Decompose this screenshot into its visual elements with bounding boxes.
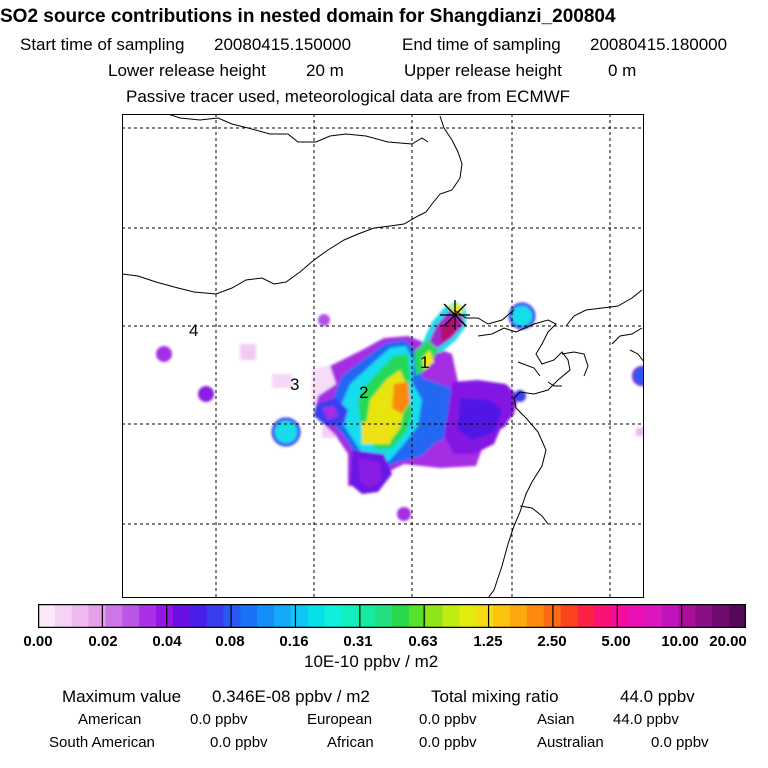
colorbar-tick-label: 20.00	[709, 633, 747, 650]
total-mixing-value: 44.0 ppbv	[620, 687, 695, 706]
region-value-australian: 0.0 ppbv	[651, 734, 709, 751]
colorbar-cell	[392, 604, 410, 628]
colorbar-cell	[712, 604, 730, 628]
region-name-australian: Australian	[537, 734, 604, 751]
concentration-field	[156, 302, 644, 521]
colorbar-cell	[189, 604, 207, 628]
upper-release-label: Upper release height	[404, 61, 562, 80]
region-label-2: 2	[359, 383, 368, 402]
receptor-marker	[440, 300, 470, 330]
colorbar-cell	[425, 604, 443, 628]
lower-release-value: 20 m	[306, 61, 344, 80]
colorbar-cell	[122, 604, 140, 628]
colorbar-cell	[442, 604, 460, 628]
tracer-note: Passive tracer used, meteorological data…	[126, 87, 571, 106]
colorbar-cell	[476, 604, 494, 628]
colorbar-cell	[88, 604, 106, 628]
region-value-american: 0.0 ppbv	[190, 711, 248, 728]
max-value-label: Maximum value	[62, 687, 182, 706]
coastlines	[122, 114, 644, 598]
colorbar-tick-label: 10.00	[661, 633, 699, 650]
colorbar-cell	[206, 604, 224, 628]
colorbar-cell	[628, 604, 646, 628]
region-value-asian: 44.0 ppbv	[613, 711, 679, 728]
max-value: 0.346E-08 ppbv / m2	[212, 687, 370, 706]
colorbar-tick-label: 0.31	[343, 633, 373, 650]
colorbar-tick-label: 0.08	[215, 633, 245, 650]
graticule	[122, 114, 644, 598]
lower-release-label: Lower release height	[108, 61, 266, 80]
colorbar-cell	[560, 604, 578, 628]
colorbar-cell	[156, 604, 174, 628]
colorbar-tick-label: 2.50	[537, 633, 567, 650]
region-label-3: 3	[290, 375, 299, 394]
colorbar-cell	[290, 604, 309, 628]
region-value-african: 0.0 ppbv	[419, 734, 477, 751]
region-name-european: European	[307, 711, 373, 728]
region-label-1: 1	[420, 353, 429, 372]
colorbar-tick-label: 0.16	[279, 633, 309, 650]
colorbar-cell	[408, 604, 427, 628]
start-time-label: Start time of sampling	[20, 35, 185, 54]
colorbar-cell	[594, 604, 612, 628]
start-time-value: 20080415.150000	[214, 35, 352, 54]
colorbar-tick-label: 0.02	[88, 633, 118, 650]
colorbar-cell	[307, 604, 325, 628]
colorbar-cell	[644, 604, 663, 628]
colorbar-tick-label: 0.63	[408, 633, 438, 650]
colorbar-cell	[105, 604, 123, 628]
colorbar-cell	[54, 604, 73, 628]
colorbar-cell	[661, 604, 679, 628]
region-name-asian: Asian	[537, 711, 575, 728]
colorbar-unit: 10E-10 ppbv / m2	[304, 652, 439, 671]
colorbar-cell	[71, 604, 89, 628]
colorbar-cell	[526, 604, 545, 628]
end-time-label: End time of sampling	[402, 35, 561, 54]
colorbar-cell	[459, 604, 477, 628]
region-label-4: 4	[189, 321, 198, 340]
region-name-south-american: South American	[49, 734, 155, 751]
region-name-american: American	[78, 711, 142, 728]
colorbar-cell	[611, 604, 629, 628]
region-value-south-american: 0.0 ppbv	[210, 734, 268, 751]
colorbar-cell	[729, 604, 746, 628]
region-value-european: 0.0 ppbv	[419, 711, 477, 728]
colorbar-cell	[678, 604, 696, 628]
colorbar-cell	[577, 604, 595, 628]
upper-release-value: 0 m	[608, 61, 637, 80]
colorbar-cell	[38, 604, 56, 628]
colorbar-tick-label: 5.00	[601, 633, 631, 650]
colorbar-cell	[139, 604, 157, 628]
region-name-african: African	[327, 734, 374, 751]
colorbar-tick-label: 0.04	[152, 633, 182, 650]
colorbar	[38, 604, 746, 628]
colorbar-cell	[695, 604, 713, 628]
colorbar-cell	[172, 604, 191, 628]
colorbar-cell	[375, 604, 393, 628]
map-panel: 1 2 3 4	[122, 114, 644, 598]
colorbar-cell	[223, 604, 241, 628]
colorbar-cell	[510, 604, 528, 628]
colorbar-cell	[358, 604, 376, 628]
colorbar-cell	[324, 604, 342, 628]
colorbar-tick-label: 0.00	[23, 633, 53, 650]
colorbar-cell	[240, 604, 258, 628]
colorbar-cell	[341, 604, 359, 628]
colorbar-cell	[274, 604, 292, 628]
colorbar-tick-label: 1.25	[473, 633, 503, 650]
total-mixing-label: Total mixing ratio	[431, 687, 559, 706]
colorbar-cell	[493, 604, 511, 628]
figure-title: SO2 source contributions in nested domai…	[0, 6, 616, 27]
colorbar-cell	[257, 604, 275, 628]
end-time-value: 20080415.180000	[590, 35, 728, 54]
